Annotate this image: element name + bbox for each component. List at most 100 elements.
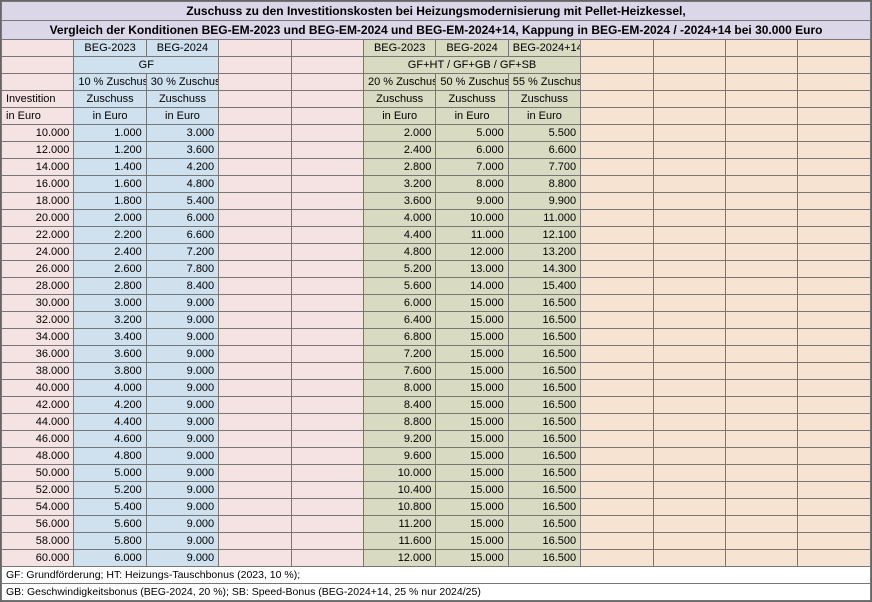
- cell-10pct: 2.200: [74, 227, 146, 244]
- cell-30pct: 9.000: [146, 465, 218, 482]
- cell-10pct: 6.000: [74, 550, 146, 567]
- table-row: 48.0004.8009.0009.60015.00016.500: [2, 448, 871, 465]
- cell-10pct: 4.000: [74, 380, 146, 397]
- cell-10pct: 5.000: [74, 465, 146, 482]
- cell-investition: 56.000: [2, 516, 74, 533]
- cell-55pct: 16.500: [508, 482, 580, 499]
- table-row: 36.0003.6009.0007.20015.00016.500: [2, 346, 871, 363]
- cell-50pct: 8.000: [436, 176, 508, 193]
- cell-20pct: 7.600: [363, 363, 435, 380]
- table-row: 30.0003.0009.0006.00015.00016.500: [2, 295, 871, 312]
- cell-20pct: 9.600: [363, 448, 435, 465]
- cell-50pct: 15.000: [436, 380, 508, 397]
- cell-55pct: 15.400: [508, 278, 580, 295]
- cell-55pct: 16.500: [508, 346, 580, 363]
- cell-investition: 40.000: [2, 380, 74, 397]
- table-row: 56.0005.6009.00011.20015.00016.500: [2, 516, 871, 533]
- cell-50pct: 15.000: [436, 414, 508, 431]
- table-row: 50.0005.0009.00010.00015.00016.500: [2, 465, 871, 482]
- cell-investition: 22.000: [2, 227, 74, 244]
- cell-20pct: 10.400: [363, 482, 435, 499]
- table-row: 14.0001.4004.2002.8007.0007.700: [2, 159, 871, 176]
- cell-investition: 32.000: [2, 312, 74, 329]
- cell-20pct: 4.000: [363, 210, 435, 227]
- cell-50pct: 15.000: [436, 533, 508, 550]
- table-row: 54.0005.4009.00010.80015.00016.500: [2, 499, 871, 516]
- cell-10pct: 3.200: [74, 312, 146, 329]
- cell-20pct: 2.800: [363, 159, 435, 176]
- cell-20pct: 5.200: [363, 261, 435, 278]
- table-row: 26.0002.6007.8005.20013.00014.300: [2, 261, 871, 278]
- cell-55pct: 13.200: [508, 244, 580, 261]
- table-row: 18.0001.8005.4003.6009.0009.900: [2, 193, 871, 210]
- cell-investition: 12.000: [2, 142, 74, 159]
- cell-55pct: 16.500: [508, 363, 580, 380]
- cell-20pct: 7.200: [363, 346, 435, 363]
- table-row: 44.0004.4009.0008.80015.00016.500: [2, 414, 871, 431]
- cell-20pct: 11.200: [363, 516, 435, 533]
- cell-50pct: 15.000: [436, 499, 508, 516]
- cell-55pct: 16.500: [508, 295, 580, 312]
- cell-20pct: 10.800: [363, 499, 435, 516]
- header-row-grouplabel: GF GF+HT / GF+GB / GF+SB: [2, 57, 871, 74]
- cell-55pct: 16.500: [508, 550, 580, 567]
- cell-investition: 28.000: [2, 278, 74, 295]
- table-row: 34.0003.4009.000 6.80015.00016.500: [2, 329, 871, 346]
- table-row: 32.0003.2009.000 6.40015.00016.500: [2, 312, 871, 329]
- footnote-2: GB: Geschwindigkeitsbonus (BEG-2024, 20 …: [2, 584, 871, 601]
- subsidy-table: Zuschuss zu den Investitionskosten bei H…: [0, 0, 872, 602]
- hdr-beg2023-g2: BEG-2023: [363, 40, 435, 57]
- cell-investition: 34.000: [2, 329, 74, 346]
- table-row: 60.0006.0009.00012.00015.00016.500: [2, 550, 871, 567]
- cell-50pct: 15.000: [436, 550, 508, 567]
- cell-20pct: 2.400: [363, 142, 435, 159]
- cell-30pct: 9.000: [146, 516, 218, 533]
- cell-30pct: 9.000: [146, 312, 218, 329]
- title-line-1: Zuschuss zu den Investitionskosten bei H…: [2, 2, 871, 21]
- cell-55pct: 16.500: [508, 499, 580, 516]
- cell-investition: 16.000: [2, 176, 74, 193]
- hdr-investition: Investition: [2, 91, 74, 108]
- cell-50pct: 15.000: [436, 329, 508, 346]
- cell-55pct: 16.500: [508, 516, 580, 533]
- cell-30pct: 5.400: [146, 193, 218, 210]
- table-row: 38.0003.8009.0007.60015.00016.500: [2, 363, 871, 380]
- hdr-20pct: 20 % Zuschuss: [363, 74, 435, 91]
- hdr-10pct: 10 % Zuschuss: [74, 74, 146, 91]
- cell-10pct: 3.000: [74, 295, 146, 312]
- table-row: 24.0002.4007.2004.80012.00013.200: [2, 244, 871, 261]
- table-row: 20.0002.0006.0004.00010.00011.000: [2, 210, 871, 227]
- cell-investition: 26.000: [2, 261, 74, 278]
- cell-55pct: 16.500: [508, 329, 580, 346]
- cell-investition: 18.000: [2, 193, 74, 210]
- cell-10pct: 3.400: [74, 329, 146, 346]
- cell-55pct: 7.700: [508, 159, 580, 176]
- cell-20pct: 8.400: [363, 397, 435, 414]
- cell-30pct: 3.000: [146, 125, 218, 142]
- cell-20pct: 2.000: [363, 125, 435, 142]
- cell-10pct: 1.000: [74, 125, 146, 142]
- cell-55pct: 14.300: [508, 261, 580, 278]
- cell-10pct: 2.400: [74, 244, 146, 261]
- cell-50pct: 15.000: [436, 448, 508, 465]
- cell-55pct: 16.500: [508, 431, 580, 448]
- cell-30pct: 9.000: [146, 329, 218, 346]
- table-row: 28.0002.8008.4005.60014.00015.400: [2, 278, 871, 295]
- cell-20pct: 3.200: [363, 176, 435, 193]
- cell-55pct: 12.100: [508, 227, 580, 244]
- table-row: 22.0002.2006.6004.40011.00012.100: [2, 227, 871, 244]
- cell-30pct: 9.000: [146, 431, 218, 448]
- cell-50pct: 15.000: [436, 363, 508, 380]
- cell-30pct: 9.000: [146, 363, 218, 380]
- cell-investition: 50.000: [2, 465, 74, 482]
- cell-investition: 48.000: [2, 448, 74, 465]
- table-row: 42.0004.2009.0008.40015.00016.500: [2, 397, 871, 414]
- cell-50pct: 15.000: [436, 312, 508, 329]
- cell-20pct: 6.800: [363, 329, 435, 346]
- cell-50pct: 15.000: [436, 516, 508, 533]
- cell-20pct: 6.400: [363, 312, 435, 329]
- cell-10pct: 5.200: [74, 482, 146, 499]
- cell-10pct: 4.800: [74, 448, 146, 465]
- cell-55pct: 16.500: [508, 312, 580, 329]
- cell-55pct: 8.800: [508, 176, 580, 193]
